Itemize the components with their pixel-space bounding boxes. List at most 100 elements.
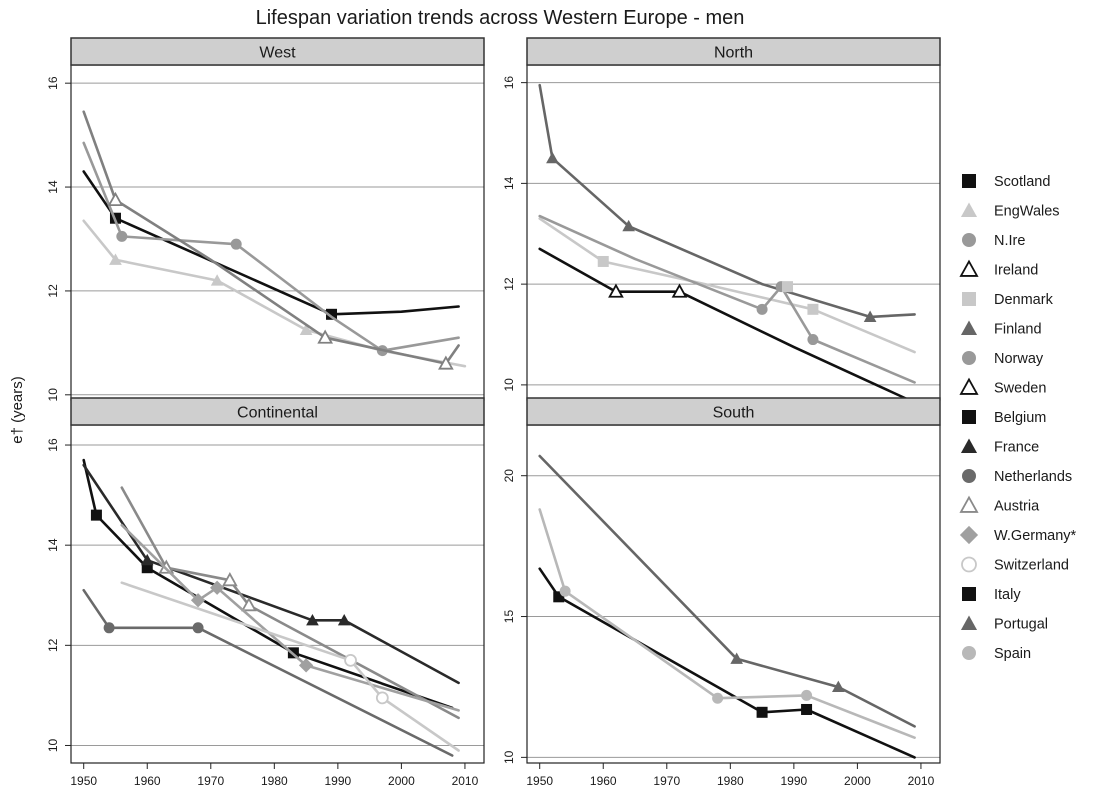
- legend-label: Denmark: [994, 292, 1054, 308]
- data-point-norway: [807, 334, 819, 346]
- data-point-netherlands: [192, 622, 204, 634]
- y-tick-label: 15: [502, 610, 516, 624]
- series-line-italy: [538, 567, 916, 759]
- y-tick-label: 10: [46, 388, 60, 402]
- series-belgium: [82, 458, 454, 710]
- legend-label: Netherlands: [994, 469, 1072, 485]
- legend-item-norway: Norway: [962, 351, 1044, 367]
- series-denmark: [538, 217, 916, 354]
- legend-marker: [960, 438, 978, 453]
- y-tick-label: 14: [502, 176, 516, 190]
- legend-label: W.Germany*: [994, 528, 1077, 544]
- legend-label: Finland: [994, 322, 1042, 338]
- legend-label: Portugal: [994, 617, 1048, 633]
- x-tick-label: 1960: [590, 774, 617, 788]
- legend-label: Ireland: [994, 263, 1038, 279]
- legend-label: Norway: [994, 351, 1044, 367]
- legend-marker: [959, 495, 979, 513]
- y-tick-label: 16: [502, 76, 516, 90]
- panel-strip: [70, 397, 485, 426]
- legend-item-belgium: Belgium: [962, 410, 1046, 426]
- series-line-n-ire: [82, 141, 460, 353]
- series-netherlands: [82, 588, 454, 757]
- series-line-austria: [120, 486, 460, 720]
- series-sweden: [538, 247, 916, 404]
- legend-marker: [960, 615, 978, 630]
- data-point-spain: [712, 692, 724, 704]
- data-point-engwales: [299, 323, 313, 335]
- panel-title: South: [713, 405, 755, 422]
- chart-legend: Scotland EngWales N.Ire Ireland Denmark Finla…: [959, 174, 1077, 662]
- data-point-spain: [559, 585, 571, 597]
- y-tick-label: 12: [502, 277, 516, 291]
- data-point-ireland: [107, 191, 124, 206]
- x-tick-label: 1980: [261, 774, 288, 788]
- legend-label: Belgium: [994, 410, 1046, 426]
- legend-item-switzerland: Switzerland: [961, 556, 1069, 574]
- x-tick-label: 1950: [526, 774, 553, 788]
- y-axis-label: e† (years): [9, 376, 26, 444]
- legend-label: Spain: [994, 646, 1031, 662]
- panel-west: 10 12 14 16 West: [46, 37, 485, 406]
- x-tick-label: 2000: [844, 774, 871, 788]
- series-austria: [120, 486, 460, 720]
- series-norway: [538, 214, 916, 384]
- series-ireland: [82, 110, 460, 370]
- legend-item-denmark: Denmark: [962, 292, 1054, 308]
- legend-label: France: [994, 440, 1039, 456]
- legend-marker: [960, 320, 978, 335]
- panel-north: 10 12 14 16 North: [502, 37, 941, 406]
- data-point-france: [140, 553, 154, 566]
- y-tick-label: 20: [502, 469, 516, 483]
- data-point-portugal: [730, 652, 744, 664]
- data-point-w-germany: [209, 580, 225, 595]
- data-point-sweden: [671, 283, 688, 298]
- data-point-finland: [863, 310, 877, 322]
- panel-title: North: [714, 45, 753, 62]
- data-point-sweden: [608, 283, 624, 298]
- data-point-france: [306, 613, 319, 626]
- data-point-spain: [801, 689, 813, 701]
- series-italy: [538, 567, 916, 759]
- series-portugal: [538, 454, 916, 728]
- data-point-austria: [221, 572, 238, 587]
- legend-marker: [959, 525, 979, 545]
- legend-marker: [962, 351, 976, 365]
- legend-item-netherlands: Netherlands: [962, 469, 1072, 485]
- data-point-n-ire: [116, 230, 128, 242]
- series-denmark: [782, 281, 794, 293]
- legend-marker: [962, 646, 976, 660]
- series-line-engwales: [82, 219, 467, 368]
- data-point-denmark: [807, 303, 819, 315]
- series-line-belgium: [82, 458, 454, 710]
- legend-item-portugal: Portugal: [960, 615, 1048, 633]
- x-tick-label: 1970: [653, 774, 680, 788]
- chart-title: Lifespan variation trends across Western…: [256, 7, 745, 29]
- legend-marker: [959, 259, 979, 277]
- series-line-w-germany: [120, 523, 460, 712]
- y-tick-label: 14: [46, 180, 60, 194]
- x-tick-label: 1950: [70, 774, 97, 788]
- legend-marker: [959, 377, 979, 395]
- legend-label: EngWales: [994, 204, 1060, 220]
- series-engwales: [82, 219, 467, 368]
- legend-item-italy: Italy: [962, 587, 1021, 603]
- data-point-belgium: [141, 562, 153, 574]
- legend-label: N.Ire: [994, 233, 1025, 249]
- legend-marker: [962, 292, 976, 306]
- y-tick-label: 10: [46, 738, 60, 752]
- legend-marker: [962, 233, 976, 247]
- panel-frame: [70, 424, 485, 764]
- data-point-denmark: [782, 281, 794, 293]
- legend-item-france: France: [960, 438, 1039, 456]
- data-point-norway: [756, 303, 768, 315]
- legend-item-scotland: Scotland: [962, 174, 1050, 190]
- series-france: [82, 463, 460, 685]
- data-point-belgium: [90, 509, 102, 521]
- series-line-netherlands: [82, 588, 454, 757]
- legend-marker: [961, 556, 977, 573]
- data-point-scotland: [326, 308, 338, 320]
- data-point-france: [337, 613, 351, 626]
- series-line-sweden: [538, 247, 916, 404]
- y-tick-label: 16: [46, 76, 60, 90]
